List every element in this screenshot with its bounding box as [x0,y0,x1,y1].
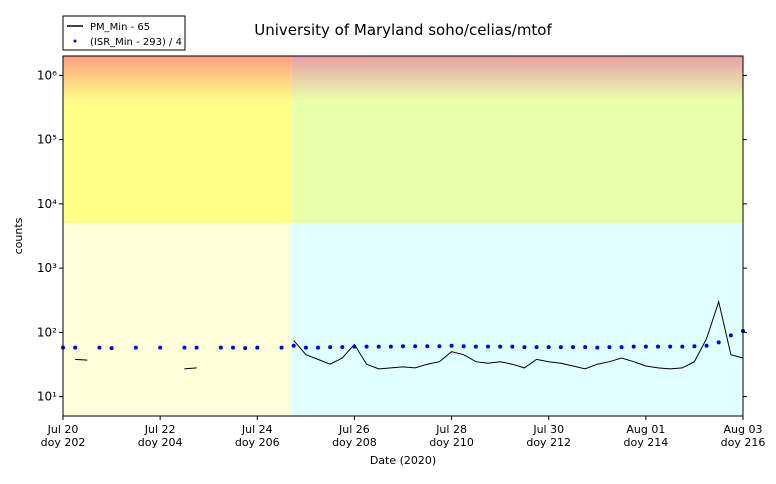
data-point [243,346,248,351]
x-tick-label: doy 212 [526,436,571,449]
data-line [75,299,744,370]
data-point [194,345,199,350]
data-point [583,345,588,350]
y-tick-label: 10² [37,325,57,339]
data-point [643,344,648,349]
data-point [352,344,357,349]
x-tick-label: Jul 26 [338,423,370,436]
legend-label: (ISR_Min - 293) / 4 [90,37,182,48]
data-point [449,343,454,348]
data-point [534,345,539,350]
region [63,56,292,101]
data-point [218,345,223,350]
y-tick-label: 10¹ [37,390,57,404]
data-point [376,344,381,349]
y-axis-label: counts [12,217,25,254]
x-tick-label: Jul 20 [47,423,79,436]
data-point [498,344,503,349]
data-point [158,345,163,350]
data-point [510,344,515,349]
data-point [461,344,466,349]
x-tick-label: Jul 24 [241,423,273,436]
data-point [97,345,102,350]
region [63,223,292,416]
data-point [631,344,636,349]
data-point [133,345,138,350]
y-tick-label: 10³ [37,261,57,275]
x-tick-label: doy 210 [429,436,474,449]
data-point [340,345,345,350]
data-point [413,344,418,349]
data-point [291,343,296,348]
x-tick-label: doy 206 [235,436,280,449]
x-tick-label: Aug 03 [724,423,763,436]
data-point [571,345,575,350]
y-tick-label: 10⁶ [37,68,57,82]
data-point [279,345,284,350]
data-point [680,344,685,349]
region [291,223,743,416]
y-tick-label: 10⁵ [37,133,57,147]
legend-label: PM_Min - 65 [90,22,150,33]
data-point [473,344,478,349]
data-point [231,345,235,350]
data-point [716,340,721,345]
data-point [595,345,600,350]
x-tick-label: Jul 22 [144,423,176,436]
data-point [364,344,369,349]
x-tick-label: Aug 01 [626,423,665,436]
data-point [607,345,612,350]
data-point [388,344,393,349]
data-point [668,344,673,349]
x-tick-label: doy 202 [41,436,86,449]
data-point [546,345,551,350]
data-point [692,344,697,349]
data-point [182,345,187,350]
data-point [522,345,527,350]
plot-frame [62,55,744,417]
data-point [656,344,660,349]
data-point [109,346,114,351]
data-point [486,344,490,349]
legend-dot [73,39,77,43]
legend-box [62,15,186,51]
x-axis-label: Date (2020) [370,454,436,467]
data-point [316,345,320,350]
data-point [704,343,709,348]
data-point [73,345,78,350]
x-tick-label: Jul 28 [435,423,467,436]
x-tick-label: doy 208 [332,436,377,449]
chart-title: University of Maryland soho/celias/mtof [254,21,552,39]
y-tick-label: 10⁴ [37,197,57,211]
x-tick-label: doy 216 [721,436,766,449]
data-point [558,345,563,350]
x-tick-label: doy 204 [138,436,183,449]
data-point [437,344,442,349]
data-point [328,345,333,350]
data-point [303,345,308,350]
data-point [619,345,624,350]
region [291,56,743,101]
data-point [255,345,260,350]
data-point [401,344,405,349]
data-point [728,333,733,338]
x-tick-label: Jul 30 [532,423,564,436]
data-point [425,344,430,349]
x-tick-label: doy 214 [623,436,668,449]
